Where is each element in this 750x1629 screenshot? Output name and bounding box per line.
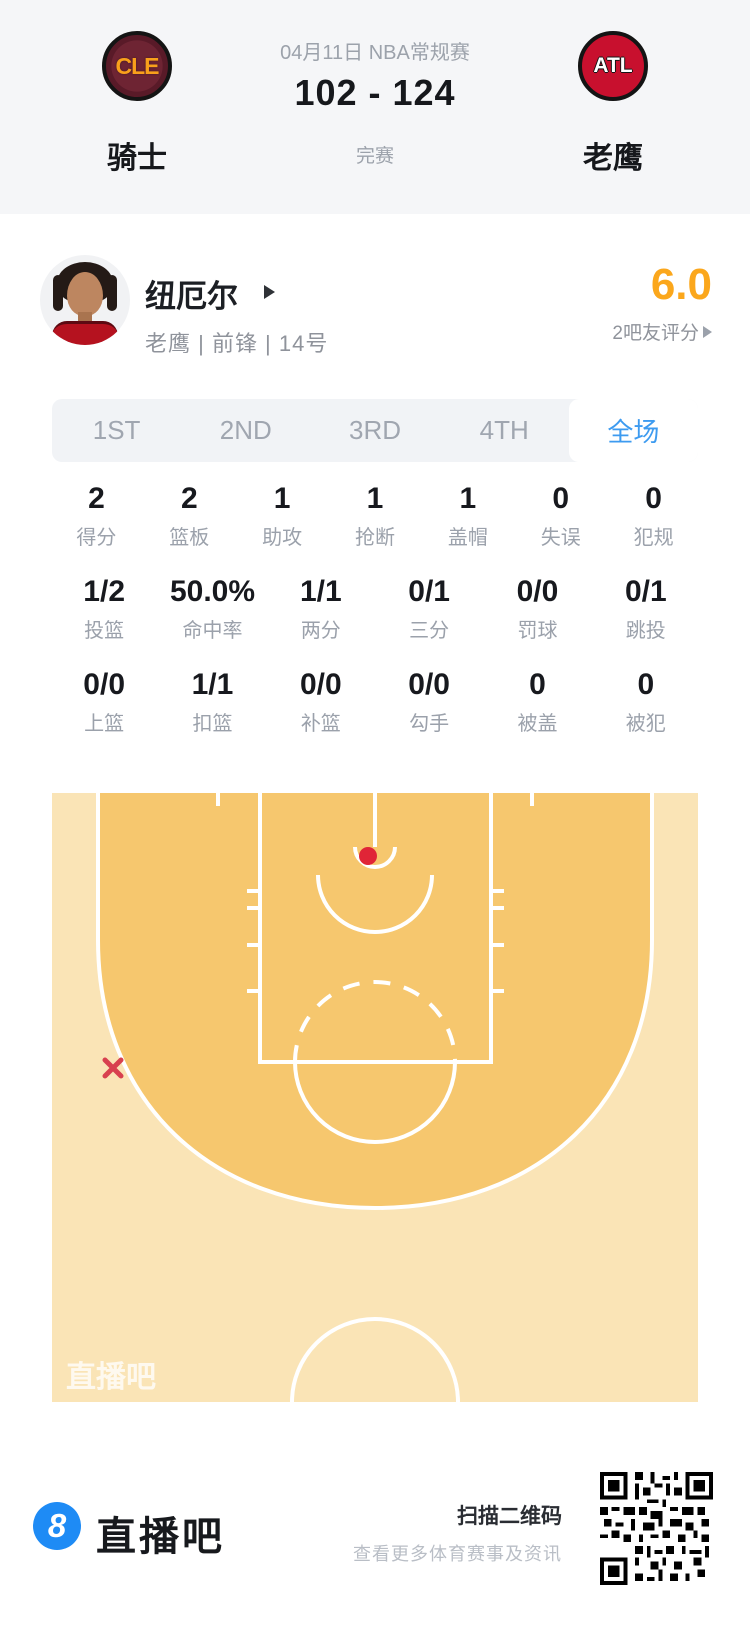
away-team-name: 老鹰 [583,142,643,175]
home-team-logo[interactable]: CLE [102,31,172,101]
restricted-area-arc [316,874,434,934]
stat-turnovers: 0 失误 [540,482,581,549]
stats-row-shot-types: 0/0 上篮 1/1 扣篮 0/0 补篮 0/0 勾手 0 被盖 0 被犯 [50,668,700,737]
player-avatar[interactable] [40,255,130,345]
qr-title: 扫描二维码 [457,1505,562,1528]
stat-dunk: 1/1 扣篮 [191,668,234,735]
home-team-abbr: CLE [115,52,160,79]
tab-2nd[interactable]: 2ND [219,415,272,445]
lane-hash-marks [247,889,504,993]
stat-fg-pct: 50.0% 命中率 [169,575,256,642]
shot-chart-court: 直播吧 [52,793,698,1402]
stat-layup: 0/0 上篮 [83,668,126,735]
tab-4th[interactable]: 4TH [479,415,529,445]
avatar-art [53,275,63,311]
three-point-area [98,793,652,1208]
tab-full-game[interactable]: 全场 [568,399,699,462]
hoop-arc [353,846,397,869]
stat-fg: 1/2 投篮 [83,575,126,642]
stats-row-shooting: 1/2 投篮 50.0% 命中率 1/1 两分 0/1 三分 0/0 罚球 0/1 跳投 [50,575,700,644]
made-shot-marker [359,847,377,865]
stat-2pt: 1/1 两分 [299,575,342,642]
period-tabbar: 1ST 2ND 3RD 4TH 全场 [52,399,699,462]
stat-3pt: 0/1 三分 [408,575,450,642]
away-team-abbr: ATL [593,54,633,77]
free-throw-circle-dashed [293,980,457,1063]
player-name[interactable]: 纽厄尔 [145,279,238,314]
rating-value: 6.0 [650,260,712,309]
court-watermark: 直播吧 [66,1361,156,1394]
stat-fouled: 0 被犯 [625,668,666,735]
qr-code [600,1472,713,1585]
player-meta: 老鹰 | 前锋 | 14号 [145,331,329,356]
avatar-art [52,321,118,345]
qr-caption: 扫描二维码 查看更多体育赛事及资讯 [353,1500,562,1566]
tab-1st[interactable]: 1ST [92,415,141,445]
stat-ft: 0/0 罚球 [516,575,559,642]
rating-label: 2吧友评分 [612,323,699,344]
shot-markers [102,847,377,1079]
match-score: 102 - 124 [294,72,456,113]
rating-arrow-icon [703,325,712,338]
stat-blocked: 0 被盖 [517,668,558,735]
stat-steals: 1 抢断 [355,482,395,549]
player-rating-block[interactable]: 6.0 2吧友评分 [612,261,712,345]
zhibo8-logo-icon[interactable]: 8 [33,1502,81,1550]
qr-subtitle: 查看更多体育赛事及资讯 [353,1544,562,1564]
player-detail-arrow-icon[interactable] [264,285,275,299]
tab-3rd[interactable]: 3RD [349,415,402,445]
stat-tipin: 0/0 补篮 [299,668,342,735]
stat-rebounds: 2 篮板 [169,482,210,549]
stat-fouls: 0 犯规 [633,482,674,549]
stat-points: 2 得分 [76,482,117,549]
paint-lane-lines [258,793,493,1064]
brand-name: 直播吧 [96,1515,225,1559]
three-point-line [96,793,654,1211]
stat-hook: 0/0 勾手 [408,668,450,735]
away-team-logo[interactable]: ATL [578,31,648,101]
match-date-title: 04月11日 NBA常规赛 [280,42,470,64]
home-team-name: 骑士 [107,142,167,175]
stat-jumpshot: 0/1 跳投 [624,575,667,642]
stats-row-basic: 2 得分 2 篮板 1 助攻 1 抢断 1 盖帽 0 失误 0 犯规 [50,482,700,551]
free-throw-circle-solid [293,1061,457,1144]
logo-eight: 8 [47,1507,67,1544]
stat-blocks: 1 盖帽 [447,482,488,549]
baseline-ticks [216,793,534,806]
missed-shot-marker [102,1057,124,1079]
stat-assists: 1 助攻 [262,482,303,549]
center-circle [290,1317,460,1402]
match-status: 完赛 [355,146,394,167]
avatar-art [67,272,103,316]
avatar-art [107,275,117,311]
